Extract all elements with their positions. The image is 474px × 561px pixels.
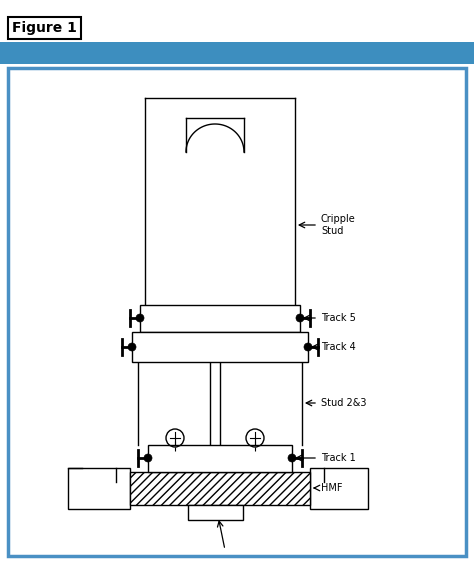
Bar: [8, 68, 466, 556]
Text: Cripple
Stud: Cripple Stud: [321, 214, 356, 236]
Circle shape: [144, 454, 152, 462]
Circle shape: [288, 454, 296, 462]
Text: HMF: HMF: [321, 483, 343, 493]
Bar: [140, 305, 300, 332]
Bar: [0, 42, 474, 64]
Circle shape: [136, 314, 144, 322]
Bar: [148, 445, 292, 472]
Circle shape: [128, 343, 136, 351]
Bar: [310, 468, 368, 509]
Circle shape: [304, 343, 312, 351]
Text: Track 1: Track 1: [321, 453, 356, 463]
Text: Stud 2&3: Stud 2&3: [321, 398, 366, 408]
Bar: [132, 332, 308, 362]
Bar: [130, 472, 310, 505]
Bar: [68, 468, 130, 509]
Text: Track 4: Track 4: [321, 342, 356, 352]
Text: Figure 1: Figure 1: [12, 21, 77, 35]
Circle shape: [296, 314, 304, 322]
Bar: [188, 505, 243, 520]
Text: Track 5: Track 5: [321, 313, 356, 323]
